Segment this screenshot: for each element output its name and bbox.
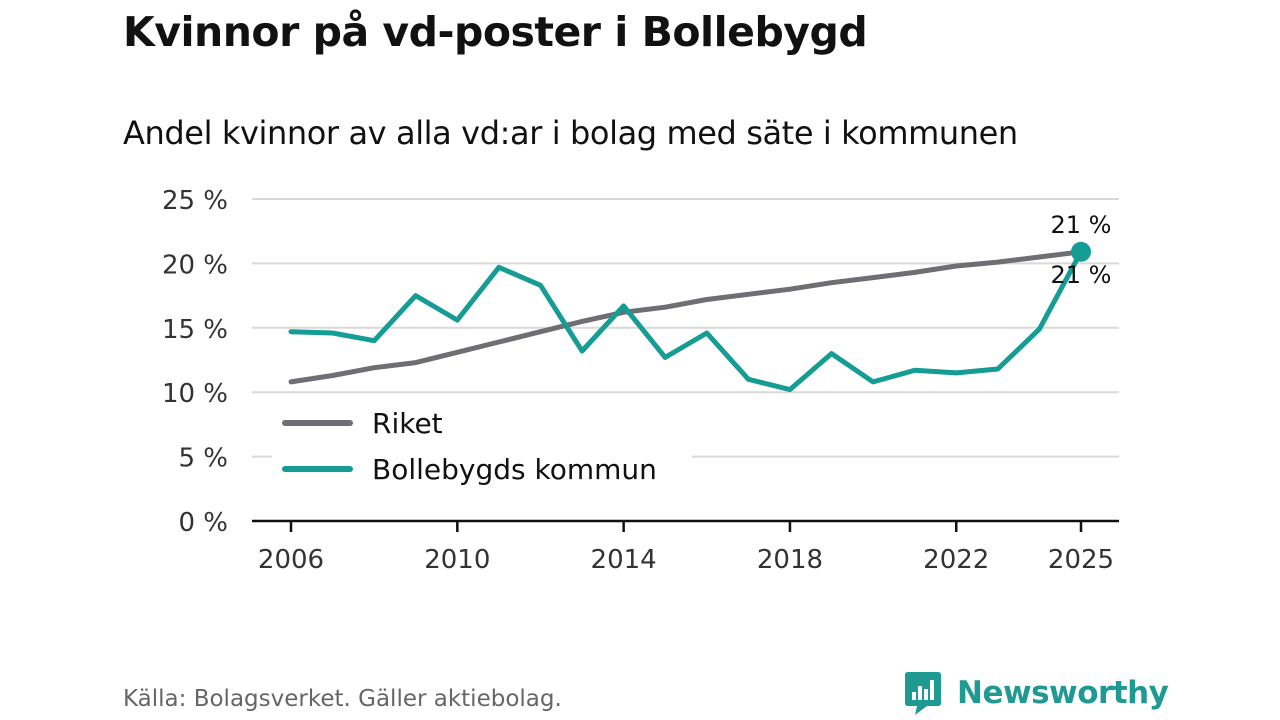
data-point-1-2008 <box>372 338 377 343</box>
x-tick-label-2010: 2010 <box>424 545 490 575</box>
data-point-0-2015 <box>663 305 668 310</box>
legend-background <box>272 400 692 500</box>
legend-label-0: Riket <box>372 407 443 440</box>
data-point-0-2010 <box>455 350 460 355</box>
data-point-0-2008 <box>372 365 377 370</box>
data-point-0-2016 <box>704 297 709 302</box>
end-marker <box>1071 241 1091 262</box>
data-point-1-2015 <box>663 355 668 360</box>
series-line-1 <box>288 249 1084 393</box>
chart-subtitle: Andel kvinnor av alla vd:ar i bolag med … <box>123 114 1018 152</box>
x-tick-label-2025: 2025 <box>1048 545 1114 575</box>
x-axis: 2006 2010 2014 2018 2022 2025 <box>252 519 1119 575</box>
data-point-0-2007 <box>330 373 335 378</box>
data-point-1-2022 <box>954 370 959 375</box>
data-point-1-2011 <box>496 265 501 270</box>
data-labels: 21 % 21 % <box>1051 211 1112 289</box>
brand-name: Newsworthy <box>957 675 1169 711</box>
chart-title: Kvinnor på vd-poster i Bollebygd <box>123 8 868 56</box>
end-label-kommun: 21 % <box>1051 261 1112 289</box>
data-point-1-2012 <box>538 283 543 288</box>
data-point-0-2017 <box>746 292 751 297</box>
series-lines <box>288 249 1084 393</box>
data-point-1-2024 <box>1037 327 1042 332</box>
data-point-0-2018 <box>787 287 792 292</box>
brand: Newsworthy <box>903 670 1169 716</box>
y-tick-label-25: 25 % <box>162 186 228 216</box>
x-tick-label-2022: 2022 <box>923 545 989 575</box>
data-point-0-2024 <box>1037 254 1042 259</box>
x-tick-label-2006: 2006 <box>258 545 324 575</box>
newsworthy-logo-icon <box>905 672 941 715</box>
data-point-1-2013 <box>580 348 585 353</box>
data-point-1-2019 <box>829 351 834 356</box>
end-label-riket: 21 % <box>1051 211 1112 239</box>
x-tick-label-2018: 2018 <box>757 545 823 575</box>
data-point-0-2012 <box>538 329 543 334</box>
data-point-1-2010 <box>455 318 460 323</box>
source-note: Källa: Bolagsverket. Gäller aktiebolag. <box>123 686 562 712</box>
series-line-0 <box>288 249 1084 385</box>
y-tick-label-20: 20 % <box>162 250 228 280</box>
y-tick-label-15: 15 % <box>162 315 228 345</box>
data-point-0-2006 <box>289 379 294 384</box>
data-point-0-2022 <box>954 263 959 268</box>
data-point-0-2020 <box>871 275 876 280</box>
data-point-1-2021 <box>912 368 917 373</box>
data-point-1-2014 <box>621 303 626 308</box>
data-point-0-2013 <box>580 319 585 324</box>
data-point-0-2019 <box>829 280 834 285</box>
y-tick-label-0: 0 % <box>178 508 228 538</box>
data-point-1-2023 <box>995 367 1000 372</box>
data-point-1-2009 <box>413 293 418 298</box>
legend: Riket Bollebygds kommun <box>272 400 692 500</box>
x-tick-label-2014: 2014 <box>591 545 657 575</box>
data-point-0-2011 <box>496 339 501 344</box>
data-point-1-2018 <box>787 387 792 392</box>
y-axis-tick-labels: 0 % 5 % 10 % 15 % 20 % 25 % <box>162 186 228 538</box>
data-point-0-2009 <box>413 360 418 365</box>
data-point-1-2016 <box>704 330 709 335</box>
y-tick-label-5: 5 % <box>178 444 228 474</box>
data-point-1-2020 <box>871 379 876 384</box>
data-point-1-2017 <box>746 377 751 382</box>
data-point-0-2021 <box>912 270 917 275</box>
y-tick-label-10: 10 % <box>162 379 228 409</box>
data-point-1-2007 <box>330 330 335 335</box>
data-point-1-2006 <box>289 329 294 334</box>
data-point-0-2023 <box>995 260 1000 265</box>
legend-label-1: Bollebygds kommun <box>372 453 657 486</box>
